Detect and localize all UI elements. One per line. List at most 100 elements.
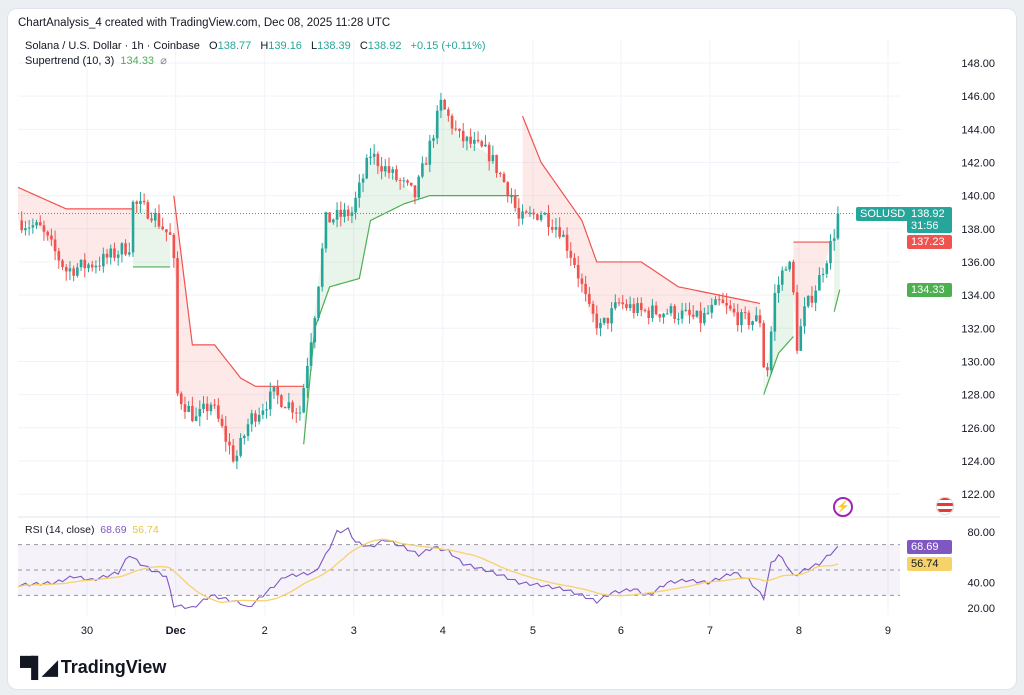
candle-body <box>205 403 209 412</box>
candle-body <box>751 321 754 325</box>
candle-body <box>680 310 684 319</box>
candle-body <box>784 269 788 271</box>
candle-body <box>324 212 328 249</box>
candle-body <box>332 219 335 223</box>
candle-body <box>298 412 302 414</box>
us-flag-icon[interactable] <box>936 497 954 515</box>
time-tick: 4 <box>440 625 446 637</box>
candle-body <box>602 317 606 324</box>
time-tick: 9 <box>885 625 891 637</box>
candle-body <box>710 304 714 313</box>
candle-body <box>124 243 127 255</box>
price-tick: 136.00 <box>961 257 995 269</box>
candle-body <box>695 310 699 317</box>
candle-body <box>647 310 650 319</box>
time-tick: 7 <box>707 625 713 637</box>
candle-body <box>677 318 680 320</box>
candle-body <box>591 303 595 314</box>
candle-body <box>610 308 613 324</box>
price-tick: 126.00 <box>961 423 995 435</box>
candle-body <box>473 139 476 144</box>
candle-body <box>302 388 305 413</box>
candle-body <box>569 250 573 258</box>
tradingview-logo[interactable]: ▀▌◢ TradingView <box>20 655 166 680</box>
candle-body <box>654 305 658 315</box>
rsi-ma-line <box>17 538 839 604</box>
candle-body <box>658 314 662 318</box>
time-tick: 5 <box>530 625 536 637</box>
candle-body <box>584 283 587 294</box>
candle-body <box>706 312 710 314</box>
price-tick: 122.00 <box>961 489 995 501</box>
candle-body <box>105 253 109 258</box>
rsi-tick: 40.00 <box>967 578 995 590</box>
candle-body <box>306 365 309 389</box>
supertrend-value: 134.33 <box>120 55 155 67</box>
candle-body <box>64 267 68 272</box>
rsi-tick: 80.00 <box>967 527 995 539</box>
candle-body <box>42 225 46 232</box>
news-icon[interactable]: ⚡ <box>833 497 853 517</box>
candle-body <box>565 234 569 251</box>
candle-body <box>832 238 836 241</box>
last-price: 138.92 <box>911 208 945 220</box>
candle-body <box>372 153 376 157</box>
candle-body <box>168 232 172 235</box>
time-tick: 8 <box>796 625 802 637</box>
candle-body <box>825 263 829 274</box>
candle-body <box>740 312 743 326</box>
candle-body <box>758 315 762 324</box>
candle-body <box>495 154 498 174</box>
supertrend-label[interactable]: Supertrend (10, 3) <box>25 55 115 67</box>
candle-body <box>272 386 276 392</box>
hide-icon[interactable]: ⌀ <box>160 55 167 67</box>
candle-body <box>291 402 294 413</box>
candle-body <box>358 182 361 198</box>
candle-body <box>829 240 832 264</box>
price-tick: 138.00 <box>961 224 995 236</box>
candle-body <box>309 342 313 366</box>
candle-body <box>517 207 521 219</box>
price-tick: 130.00 <box>961 356 995 368</box>
candle-body <box>268 391 272 410</box>
candle-body <box>250 413 254 425</box>
candle-body <box>614 302 617 309</box>
candle-body <box>109 248 113 258</box>
rsi-ma-value: 56.74 <box>132 524 159 536</box>
candle-body <box>621 302 625 305</box>
candle-body <box>836 213 840 239</box>
symbol-name[interactable]: Solana / U.S. Dollar · 1h · Coinbase <box>25 40 200 52</box>
rsi-legend: RSI (14, close) 68.69 56.74 <box>25 524 159 536</box>
supertrend-down-line <box>17 186 134 210</box>
candle-body <box>484 144 487 147</box>
candle-body <box>406 180 409 183</box>
rsi-ma-tag: 56.74 <box>907 557 952 571</box>
candle-body <box>547 213 550 228</box>
candle-body <box>235 455 239 462</box>
candle-body <box>821 273 825 276</box>
supertrend-down-tag: 137.23 <box>907 235 952 249</box>
low-value: 138.39 <box>317 40 351 52</box>
candle-body <box>135 201 139 205</box>
candle-body <box>669 306 673 314</box>
candle-body <box>491 154 495 162</box>
rsi-label[interactable]: RSI (14, close) <box>25 524 95 536</box>
price-tick: 132.00 <box>961 323 995 335</box>
price-tick: 146.00 <box>961 91 995 103</box>
candle-body <box>157 213 161 227</box>
candle-body <box>461 130 465 142</box>
candle-body <box>576 264 580 279</box>
supertrend-fill <box>18 187 134 271</box>
candle-body <box>506 182 510 197</box>
candle-body <box>428 140 432 165</box>
candle-body <box>747 312 751 325</box>
candle-body <box>439 99 443 111</box>
candle-body <box>450 115 454 129</box>
tv-logo-icon: ▀▌◢ <box>20 657 58 679</box>
price-tick: 134.00 <box>961 290 995 302</box>
candle-body <box>90 264 94 268</box>
candle-body <box>179 393 183 405</box>
candle-body <box>487 144 491 162</box>
high-value: 139.16 <box>268 40 302 52</box>
